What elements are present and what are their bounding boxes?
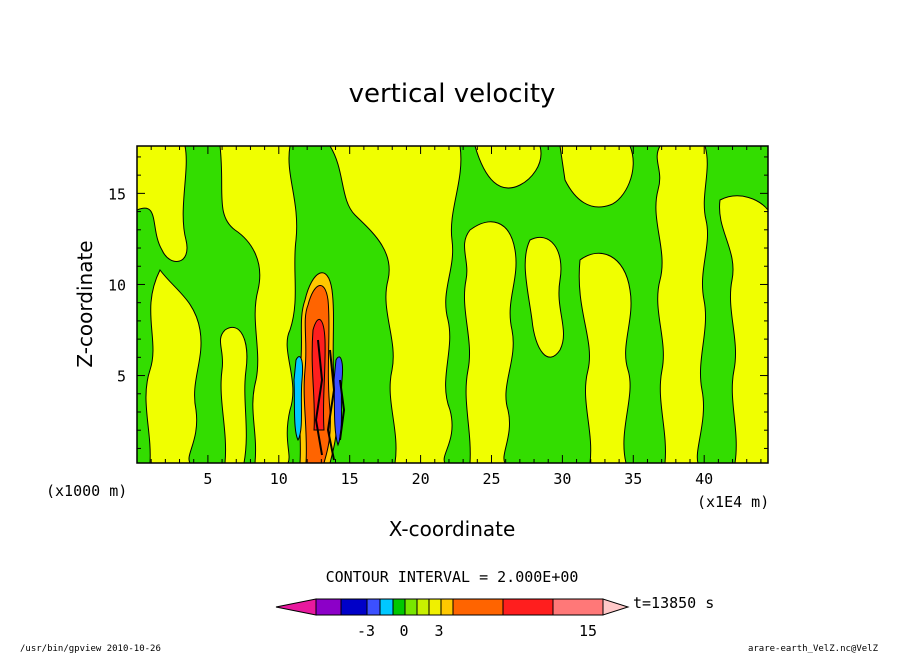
colorbar [275,598,630,616]
x-axis-label: X-coordinate [389,517,516,541]
colorbar-box [379,598,394,616]
colorbar-box [392,598,406,616]
x-tick-label: 30 [553,470,571,488]
y-tick-label: 15 [108,185,126,203]
x-tick-label: 40 [695,470,713,488]
colorbar-tick-label: 0 [399,622,408,640]
colorbar-arrow-low [275,598,317,616]
contour-interval-label: CONTOUR INTERVAL = 2.000E+00 [326,568,579,586]
x-unit-label: (x1E4 m) [697,493,769,511]
y-axis-ticks [137,156,768,449]
y-tick-label: 5 [117,368,126,386]
y-axis-tick-labels: 5 10 15 [108,185,126,385]
x-tick-label: 35 [624,470,642,488]
x-tick-label: 15 [341,470,359,488]
x-tick-label: 10 [270,470,288,488]
footer-right: arare-earth_VelZ.nc@VelZ [748,644,879,654]
colorbar-box [502,598,554,616]
colorbar-arrow-high [602,598,630,616]
chart-title: vertical velocity [349,79,556,109]
colorbar-box [552,598,604,616]
colorbar-box [416,598,430,616]
colorbar-box [340,598,368,616]
contour-field [137,146,768,463]
x-tick-label: 20 [412,470,430,488]
colorbar-tick-label: 15 [579,622,597,640]
colorbar-box [440,598,454,616]
y-tick-label: 10 [108,276,126,294]
colorbar-tick-labels: -3 0 3 15 [357,622,597,640]
colorbar-box [452,598,504,616]
y-axis-label: Z-coordinate [73,240,97,367]
footer-left: /usr/bin/gpview 2010-10-26 [20,644,161,654]
x-tick-label: 5 [203,470,212,488]
colorbar-box [315,598,342,616]
colorbar-box [366,598,381,616]
x-axis-tick-labels: 5 10 15 20 25 30 35 40 [203,470,713,488]
colorbar-tick-label: 3 [434,622,443,640]
time-label: t=13850 s [633,594,714,612]
x-axis-ticks [150,146,762,463]
colorbar-tick-label: -3 [357,622,375,640]
x-tick-label: 25 [482,470,500,488]
plot-frame [136,145,769,464]
y-unit-label: (x1000 m) [46,482,127,500]
colorbar-box [404,598,418,616]
colorbar-box [428,598,442,616]
